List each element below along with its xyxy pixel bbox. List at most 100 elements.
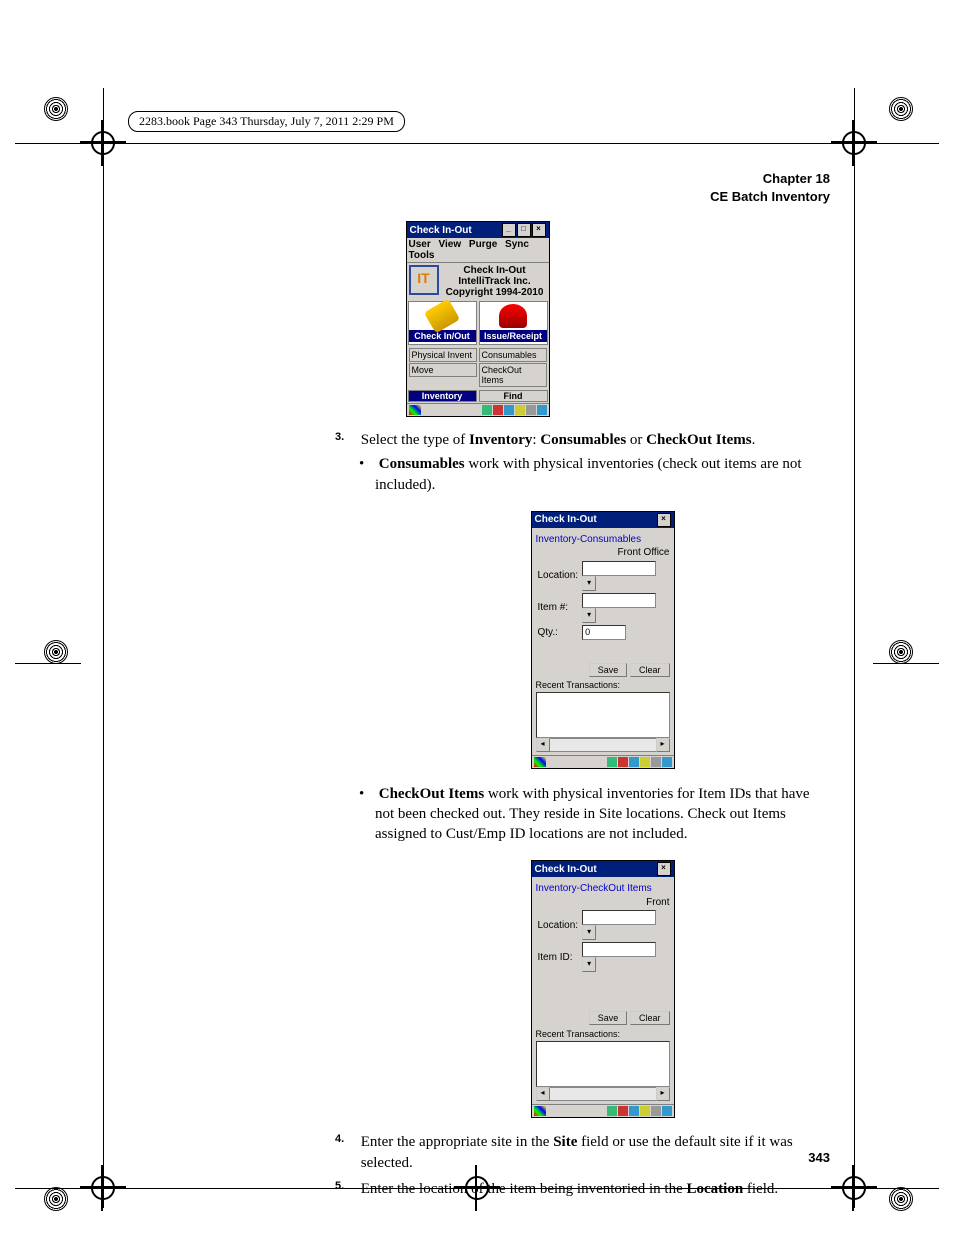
- tray-icon-3[interactable]: [504, 405, 514, 415]
- label-location: Location:: [536, 560, 581, 592]
- menu-view[interactable]: View: [439, 239, 462, 250]
- tray-icon[interactable]: [662, 757, 672, 767]
- recent-transactions-label: Recent Transactions:: [536, 679, 670, 691]
- figure-3-wrap: Check In-Out × Inventory-CheckOut Items F…: [375, 860, 830, 1122]
- horizontal-scrollbar[interactable]: ◂▸: [536, 738, 670, 752]
- tray-icon[interactable]: [629, 757, 639, 767]
- label-item-id: Item ID:: [536, 941, 581, 973]
- scroll-right-icon[interactable]: ▸: [656, 1087, 670, 1101]
- item-number-field[interactable]: [582, 593, 656, 608]
- screenshot-checkout-items: Check In-Out × Inventory-CheckOut Items F…: [531, 860, 675, 1118]
- win1-titlebar: Check In-Out _ □ ×: [407, 222, 549, 238]
- recent-transactions-list[interactable]: [536, 692, 670, 738]
- figure-2-wrap: Check In-Out × Inventory-ConsumablesFron…: [375, 511, 830, 774]
- step3-text-a: Select the type of: [361, 432, 469, 448]
- item-dropdown-icon[interactable]: ▾: [582, 608, 596, 623]
- step5-bold-location: Location: [687, 1181, 744, 1197]
- tray-icon[interactable]: [651, 757, 661, 767]
- tray-icon-6[interactable]: [537, 405, 547, 415]
- page-number: 343: [808, 1150, 830, 1165]
- registration-ring-icon: [44, 97, 68, 121]
- tray-icon[interactable]: [640, 757, 650, 767]
- registration-ring-icon: [889, 640, 913, 664]
- tray-icon[interactable]: [640, 1106, 650, 1116]
- recent-transactions-list[interactable]: [536, 1041, 670, 1087]
- tray-icon[interactable]: [607, 757, 617, 767]
- menu-user[interactable]: User: [409, 239, 431, 250]
- minimize-icon[interactable]: _: [502, 223, 516, 237]
- move-button[interactable]: Move: [409, 363, 477, 377]
- checkout-items-button[interactable]: CheckOut Items: [479, 363, 547, 387]
- clear-button[interactable]: Clear: [630, 1011, 670, 1025]
- tray-icon[interactable]: [651, 1106, 661, 1116]
- tray-icon-4[interactable]: [515, 405, 525, 415]
- close-icon[interactable]: ×: [657, 513, 671, 527]
- location-field[interactable]: [582, 910, 656, 925]
- save-button[interactable]: Save: [589, 1011, 628, 1025]
- scanner-icon: [499, 304, 527, 328]
- close-icon[interactable]: ×: [532, 223, 546, 237]
- tray-icon[interactable]: [607, 1106, 617, 1116]
- win2-title: Check In-Out: [535, 513, 597, 527]
- step3-text-c: or: [626, 432, 646, 448]
- step-3: 3. Select the type of Inventory: Consuma…: [357, 430, 830, 1122]
- intellitrack-logo-icon: [409, 265, 439, 295]
- win1-line2: IntelliTrack Inc.: [443, 276, 547, 287]
- tray-icon-2[interactable]: [493, 405, 503, 415]
- tray-icon[interactable]: [629, 1106, 639, 1116]
- crop-rule: [15, 143, 939, 144]
- start-icon[interactable]: [534, 1106, 546, 1116]
- crop-rule: [15, 663, 81, 664]
- menu-sync[interactable]: Sync: [505, 239, 529, 250]
- key-icon: [424, 299, 460, 334]
- find-tab[interactable]: Find: [479, 390, 548, 402]
- maximize-icon[interactable]: □: [517, 223, 531, 237]
- bullet-consumables: Consumables work with physical inventori…: [375, 454, 830, 773]
- location-dropdown-icon[interactable]: ▾: [582, 925, 596, 940]
- win1-menubar: User View Purge Sync Tools: [407, 238, 549, 263]
- menu-tools[interactable]: Tools: [409, 250, 435, 261]
- screenshot-main-menu: Check In-Out _ □ × User View Purge Sync …: [406, 221, 550, 417]
- horizontal-scrollbar[interactable]: ◂▸: [536, 1087, 670, 1101]
- start-icon[interactable]: [409, 405, 421, 415]
- close-icon[interactable]: ×: [657, 862, 671, 876]
- win3-title: Check In-Out: [535, 863, 597, 877]
- tray-icon[interactable]: [662, 1106, 672, 1116]
- crop-rule: [103, 88, 104, 1208]
- inventory-tab[interactable]: Inventory: [408, 390, 477, 402]
- start-icon[interactable]: [534, 757, 546, 767]
- physical-inventory-button[interactable]: Physical Invent: [409, 348, 477, 362]
- location-field[interactable]: [582, 561, 656, 576]
- tray-icon[interactable]: [618, 1106, 628, 1116]
- check-in-out-button[interactable]: Check In/Out: [408, 301, 477, 345]
- win3-taskbar: [532, 1104, 674, 1117]
- scroll-left-icon[interactable]: ◂: [536, 738, 550, 752]
- tray-icon-1[interactable]: [482, 405, 492, 415]
- win2-header-right: Front Office: [617, 546, 669, 560]
- tray-icon[interactable]: [618, 757, 628, 767]
- step-4-number: 4.: [335, 1132, 357, 1147]
- clear-button[interactable]: Clear: [630, 663, 670, 677]
- menu-purge[interactable]: Purge: [469, 239, 497, 250]
- win3-header-right: Front: [646, 896, 669, 910]
- recent-transactions-label: Recent Transactions:: [536, 1028, 670, 1040]
- check-in-out-label: Check In/Out: [409, 330, 476, 342]
- tray-icon-5[interactable]: [526, 405, 536, 415]
- qty-field[interactable]: 0: [582, 625, 626, 640]
- registration-ring-icon: [44, 1187, 68, 1211]
- save-button[interactable]: Save: [589, 663, 628, 677]
- scroll-right-icon[interactable]: ▸: [656, 738, 670, 752]
- win3-header-left: Inventory-CheckOut Items: [536, 883, 652, 894]
- item-id-field[interactable]: [582, 942, 656, 957]
- win1-title: Check In-Out: [410, 225, 472, 236]
- consumables-button[interactable]: Consumables: [479, 348, 547, 362]
- issue-receipt-button[interactable]: Issue/Receipt: [479, 301, 548, 345]
- book-meta-header: 2283.book Page 343 Thursday, July 7, 201…: [128, 111, 405, 132]
- registration-ring-icon: [889, 97, 913, 121]
- bullet-checkout-items: CheckOut Items work with physical invent…: [375, 784, 830, 1123]
- scroll-left-icon[interactable]: ◂: [536, 1087, 550, 1101]
- step5-text-a: Enter the location of the item being inv…: [361, 1181, 687, 1197]
- label-item-num: Item #:: [536, 592, 581, 624]
- location-dropdown-icon[interactable]: ▾: [582, 576, 596, 591]
- item-dropdown-icon[interactable]: ▾: [582, 957, 596, 972]
